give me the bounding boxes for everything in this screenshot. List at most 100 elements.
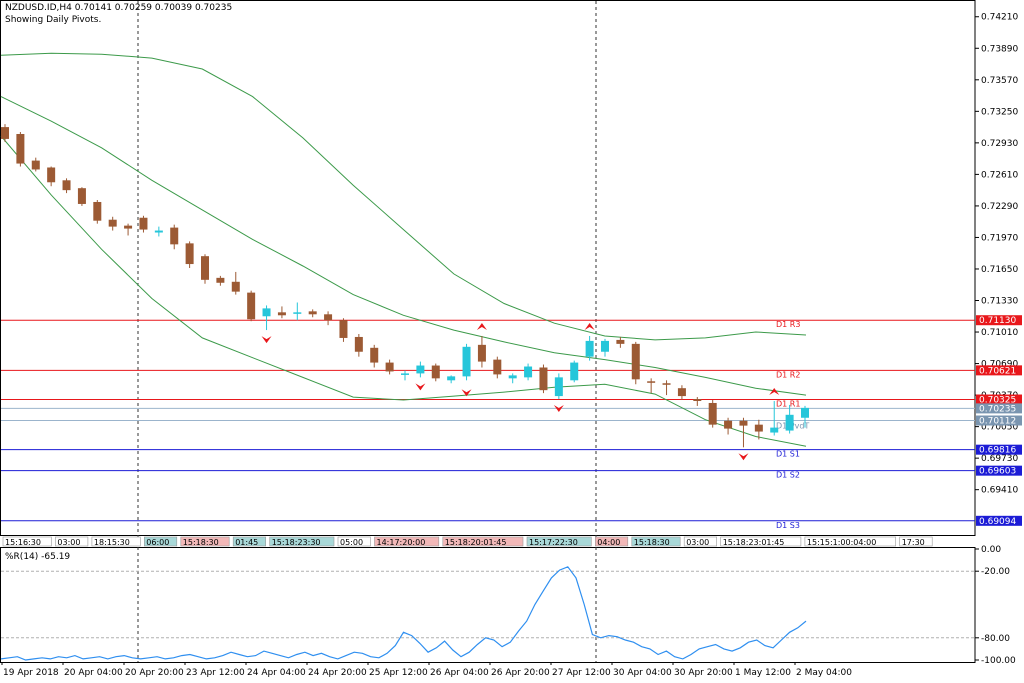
candle-body xyxy=(508,375,517,379)
candle-body xyxy=(431,365,440,379)
time-tick-label: 24 Apr 20:00 xyxy=(308,668,367,678)
indicator-label: %R(14) -65.19 xyxy=(5,552,70,562)
price-tag-label: 0.69603 xyxy=(979,467,1016,477)
session-label-box xyxy=(526,536,592,547)
candle-body xyxy=(401,373,409,375)
price-tick-label: 0.73570 xyxy=(981,76,1018,86)
candle-body xyxy=(739,420,748,426)
fractal-arrow xyxy=(553,405,564,413)
indicator-tick-label: 0.00 xyxy=(981,545,1001,555)
time-tick-label: 19 Apr 2018 xyxy=(3,668,59,678)
session-label-box xyxy=(269,536,335,547)
price-tick-label: 0.73890 xyxy=(981,44,1018,54)
price-tick-label: 0.72610 xyxy=(981,170,1018,180)
candle-body xyxy=(108,219,117,227)
candle-body xyxy=(462,346,471,377)
candle-body xyxy=(585,340,594,357)
price-tag-label: 0.70621 xyxy=(979,366,1016,376)
session-label: 17:30 xyxy=(902,538,925,547)
session-label-box xyxy=(899,536,933,547)
price-tick-label: 0.70050 xyxy=(981,423,1018,433)
candle-body xyxy=(601,340,609,352)
session-label: 15:18:30 xyxy=(634,538,670,547)
session-label: 15:18:23:01:45 xyxy=(723,538,785,547)
candle-body xyxy=(708,402,717,425)
fractal-arrow xyxy=(769,388,780,396)
indicator-tick-label: -100.00 xyxy=(981,656,1016,666)
session-label-box xyxy=(55,536,89,547)
session-label-box xyxy=(180,536,230,547)
indicator-tick-label: -20.00 xyxy=(981,567,1010,577)
candle-body xyxy=(631,343,640,380)
price-tag-label: 0.70235 xyxy=(979,404,1016,414)
session-label: 14:17:20:00 xyxy=(377,538,426,547)
session-label-box xyxy=(442,536,524,547)
candle-body xyxy=(370,347,379,363)
candle-body xyxy=(354,336,363,352)
price-tick-label: 0.70690 xyxy=(981,360,1018,370)
candle-body xyxy=(416,365,425,374)
time-tick-label: 26 Apr 04:00 xyxy=(430,668,489,678)
session-label-box xyxy=(720,536,802,547)
session-label-box xyxy=(683,536,718,547)
williams-r-line xyxy=(0,566,807,661)
price-tag-label: 0.70325 xyxy=(979,396,1016,406)
price-tag xyxy=(976,315,1022,326)
price-tag xyxy=(976,465,1022,476)
candle-body xyxy=(616,339,625,344)
candle-body xyxy=(385,362,394,372)
time-tick-label: 20 Apr 20:00 xyxy=(125,668,184,678)
candle-body xyxy=(662,383,671,385)
price-tick-label: 0.69730 xyxy=(981,454,1018,464)
candle-body xyxy=(724,420,733,429)
pivot-line-label: D1 R1 xyxy=(776,400,800,409)
price-tag xyxy=(976,415,1022,426)
candle-body xyxy=(324,314,333,321)
candle-body xyxy=(539,367,548,391)
price-tick-label: 0.69410 xyxy=(981,486,1018,496)
time-tick-label: 25 Apr 12:00 xyxy=(369,668,428,678)
session-label: 15:18:23:30 xyxy=(272,538,321,547)
candle-body xyxy=(308,311,317,315)
session-label-box xyxy=(144,536,178,547)
price-tick-label: 0.71010 xyxy=(981,328,1018,338)
fractal-arrow xyxy=(261,336,272,344)
session-label-box xyxy=(374,536,440,547)
candle-body xyxy=(170,227,179,245)
candle-body xyxy=(231,281,240,292)
candle-body xyxy=(262,308,271,317)
session-label-box xyxy=(2,536,52,547)
main-plot-frame xyxy=(0,0,976,536)
candle-body xyxy=(570,362,579,381)
time-tick-label: 24 Apr 04:00 xyxy=(247,668,306,678)
session-label-box xyxy=(232,536,266,547)
fractal-arrow xyxy=(584,322,595,330)
price-tag-label: 0.70112 xyxy=(979,417,1016,427)
candle-body xyxy=(31,160,40,170)
candle-body xyxy=(554,377,563,397)
band-lower xyxy=(0,135,807,447)
candle-body xyxy=(216,277,225,283)
price-tag-label: 0.69816 xyxy=(979,446,1016,456)
price-tag xyxy=(976,365,1022,376)
pivot-line-label: D1 S2 xyxy=(776,471,800,480)
candle-body xyxy=(16,133,25,164)
session-label-box xyxy=(804,536,897,547)
session-label: 05:00 xyxy=(340,538,363,547)
fractal-arrow xyxy=(476,322,487,330)
candle-body xyxy=(124,225,133,229)
indicator-plot-frame xyxy=(0,547,976,663)
candle-body xyxy=(693,399,702,402)
time-tick-label: 23 Apr 12:00 xyxy=(186,668,245,678)
candle-body xyxy=(293,312,302,314)
fractal-arrow xyxy=(415,383,426,391)
candle-body xyxy=(801,407,809,418)
candle-body xyxy=(154,230,163,233)
candle-body xyxy=(93,201,102,221)
pivot-line-label: D1 R3 xyxy=(776,320,800,329)
time-tick-label: 1 May 12:00 xyxy=(735,668,791,678)
price-tick-label: 0.73250 xyxy=(981,107,1018,117)
pivot-line-label: D1 S3 xyxy=(776,521,800,530)
